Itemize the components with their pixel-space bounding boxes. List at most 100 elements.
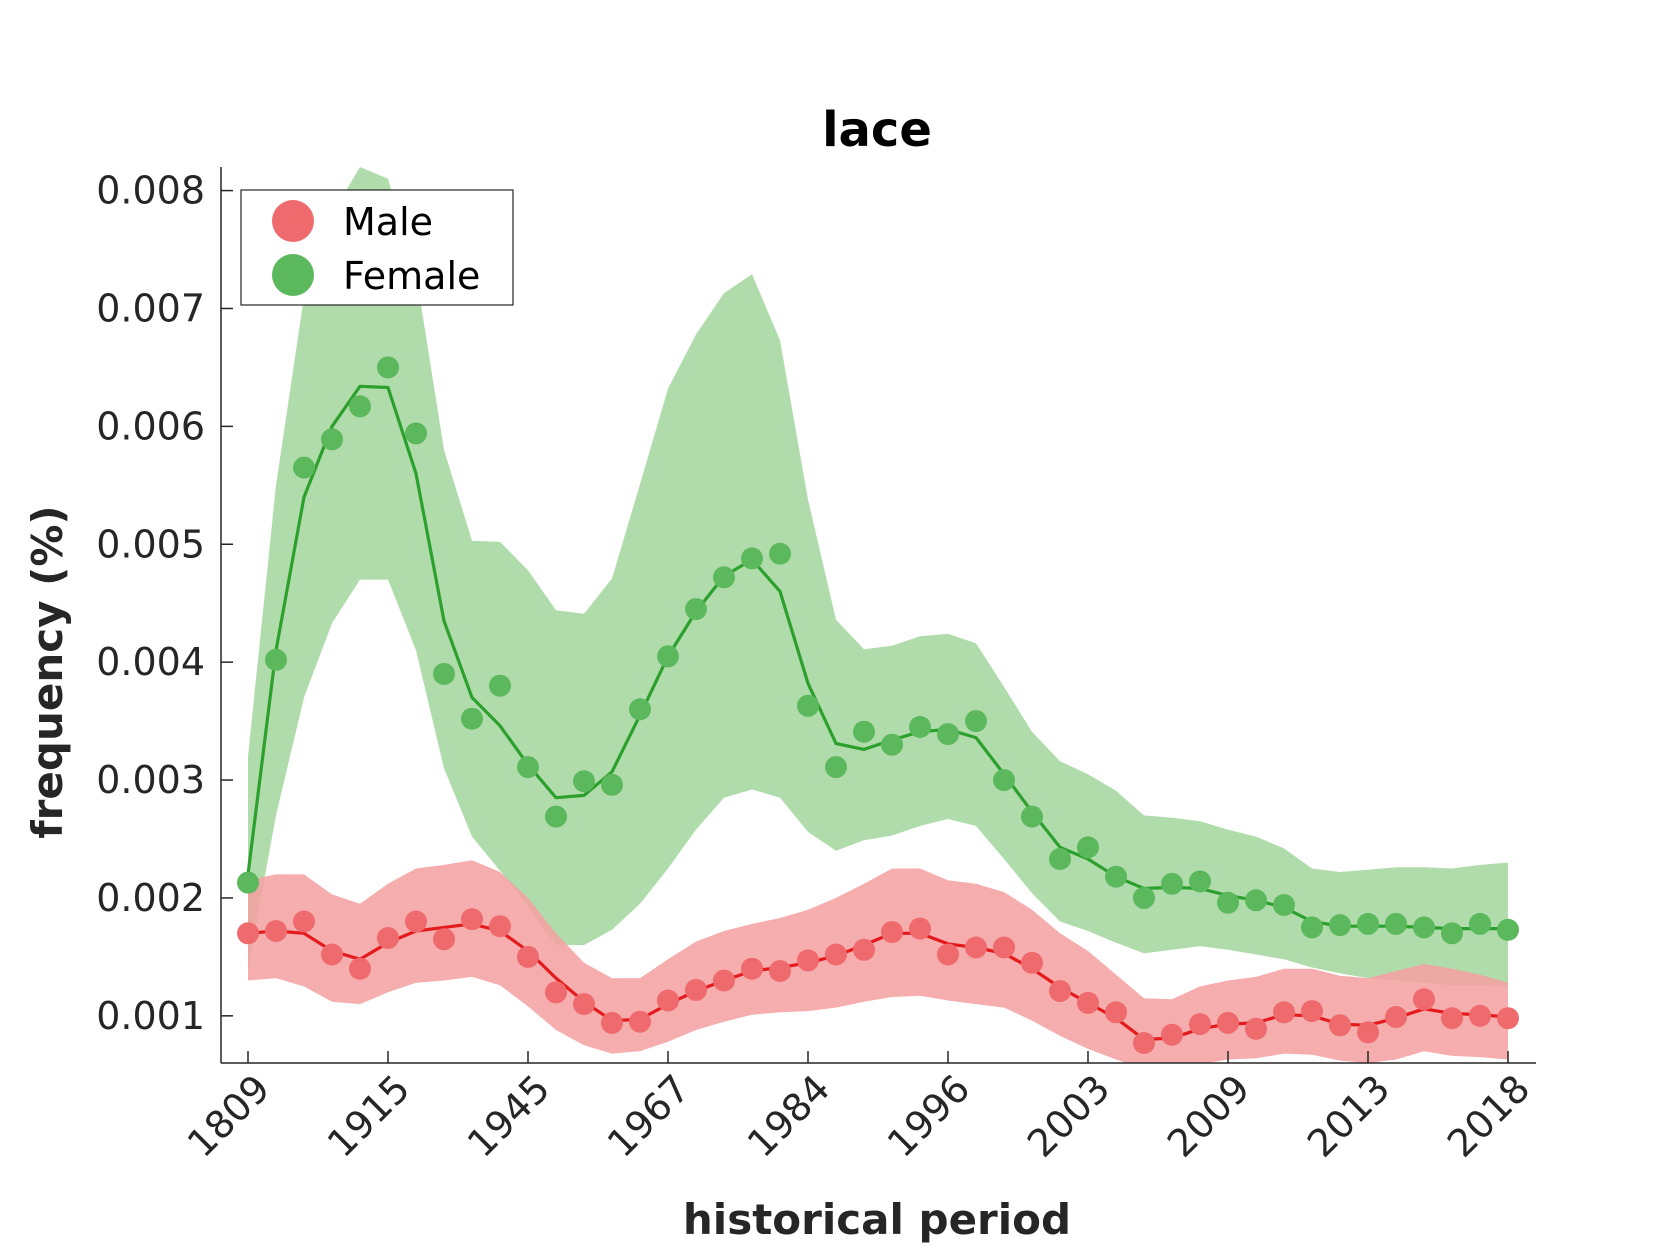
point-male (1133, 1032, 1155, 1054)
point-male (265, 920, 287, 942)
x-tick-label: 2003 (1019, 1066, 1119, 1166)
point-male (629, 1010, 651, 1033)
x-tick-label: 2013 (1299, 1066, 1399, 1166)
point-female (1497, 918, 1519, 941)
point-female (713, 566, 735, 589)
point-male (1273, 1001, 1295, 1024)
point-male (1189, 1013, 1211, 1036)
point-male (1161, 1023, 1183, 1046)
legend: Male Female (240, 189, 514, 306)
point-male (881, 921, 903, 944)
x-tick-label: 1945 (459, 1066, 559, 1166)
point-female (1021, 805, 1043, 828)
point-male (713, 969, 735, 992)
point-female (685, 598, 707, 621)
point-male (489, 915, 511, 938)
point-male (377, 927, 399, 949)
point-female (937, 723, 959, 746)
point-female (321, 428, 343, 451)
point-female (1245, 889, 1267, 912)
x-tick-label: 1996 (879, 1066, 979, 1166)
legend-label-male: Male (343, 200, 433, 244)
point-male (461, 908, 483, 931)
y-tick-label: 0.007 (96, 286, 205, 330)
point-male (909, 917, 931, 940)
point-female (853, 720, 875, 743)
point-female (1357, 912, 1379, 935)
point-male (1469, 1004, 1491, 1027)
point-male (601, 1011, 623, 1034)
x-tick-label: 1984 (739, 1066, 839, 1166)
y-tick-label: 0.006 (96, 404, 205, 448)
point-male (1021, 951, 1043, 974)
point-male (1497, 1007, 1519, 1030)
point-female (1469, 912, 1491, 935)
point-female (1105, 865, 1127, 888)
y-axis-label: frequency (%) (23, 505, 72, 838)
point-male (545, 981, 567, 1004)
point-male (1301, 1000, 1323, 1023)
point-female (1217, 891, 1239, 914)
point-female (909, 716, 931, 738)
point-female (1385, 912, 1407, 935)
point-male (1441, 1007, 1463, 1030)
point-male (853, 938, 875, 961)
y-tick-label: 0.001 (96, 994, 205, 1038)
point-female (265, 648, 287, 671)
point-female (1189, 870, 1211, 893)
point-female (1301, 916, 1323, 939)
point-male (1329, 1014, 1351, 1037)
band-female (248, 167, 1508, 987)
band-male (248, 860, 1508, 1063)
x-axis-label: historical period (683, 1195, 1071, 1244)
point-male (1245, 1017, 1267, 1040)
point-male (825, 943, 847, 966)
confidence-bands (248, 167, 1508, 1063)
point-male (1385, 1006, 1407, 1028)
point-male (517, 945, 539, 968)
point-female (405, 422, 427, 445)
point-female (1161, 872, 1183, 895)
point-male (321, 943, 343, 966)
point-male (769, 960, 791, 982)
point-male (1049, 980, 1071, 1003)
y-tick-label: 0.005 (96, 522, 205, 566)
point-female (237, 871, 259, 894)
chart-title: lace (822, 102, 932, 158)
point-female (349, 395, 371, 418)
point-female (769, 542, 791, 565)
y-tick-label: 0.008 (96, 169, 205, 213)
point-female (1413, 916, 1435, 939)
point-male (1105, 1001, 1127, 1024)
series-points (237, 356, 1519, 1054)
point-female (657, 645, 679, 668)
point-male (293, 910, 315, 933)
point-male (685, 978, 707, 1001)
point-female (825, 756, 847, 779)
point-female (433, 662, 455, 685)
point-female (629, 698, 651, 721)
point-female (601, 773, 623, 796)
point-female (1441, 922, 1463, 945)
point-female (517, 756, 539, 779)
point-male (965, 936, 987, 959)
point-male (657, 989, 679, 1012)
x-tick-label: 2018 (1439, 1066, 1539, 1166)
point-male (1217, 1011, 1239, 1034)
y-tick-label: 0.003 (96, 758, 205, 802)
point-male (237, 922, 259, 945)
series-lines (246, 384, 1509, 1042)
line-female (246, 384, 1508, 931)
point-female (1133, 886, 1155, 909)
point-male (349, 957, 371, 980)
legend-marker-female (272, 254, 314, 296)
y-tick-label: 0.002 (96, 876, 205, 920)
point-male (433, 928, 455, 951)
point-female (573, 770, 595, 793)
point-female (377, 356, 399, 379)
legend-marker-male (272, 200, 314, 242)
legend-label-female: Female (343, 254, 480, 298)
point-female (489, 674, 511, 697)
point-female (461, 707, 483, 730)
